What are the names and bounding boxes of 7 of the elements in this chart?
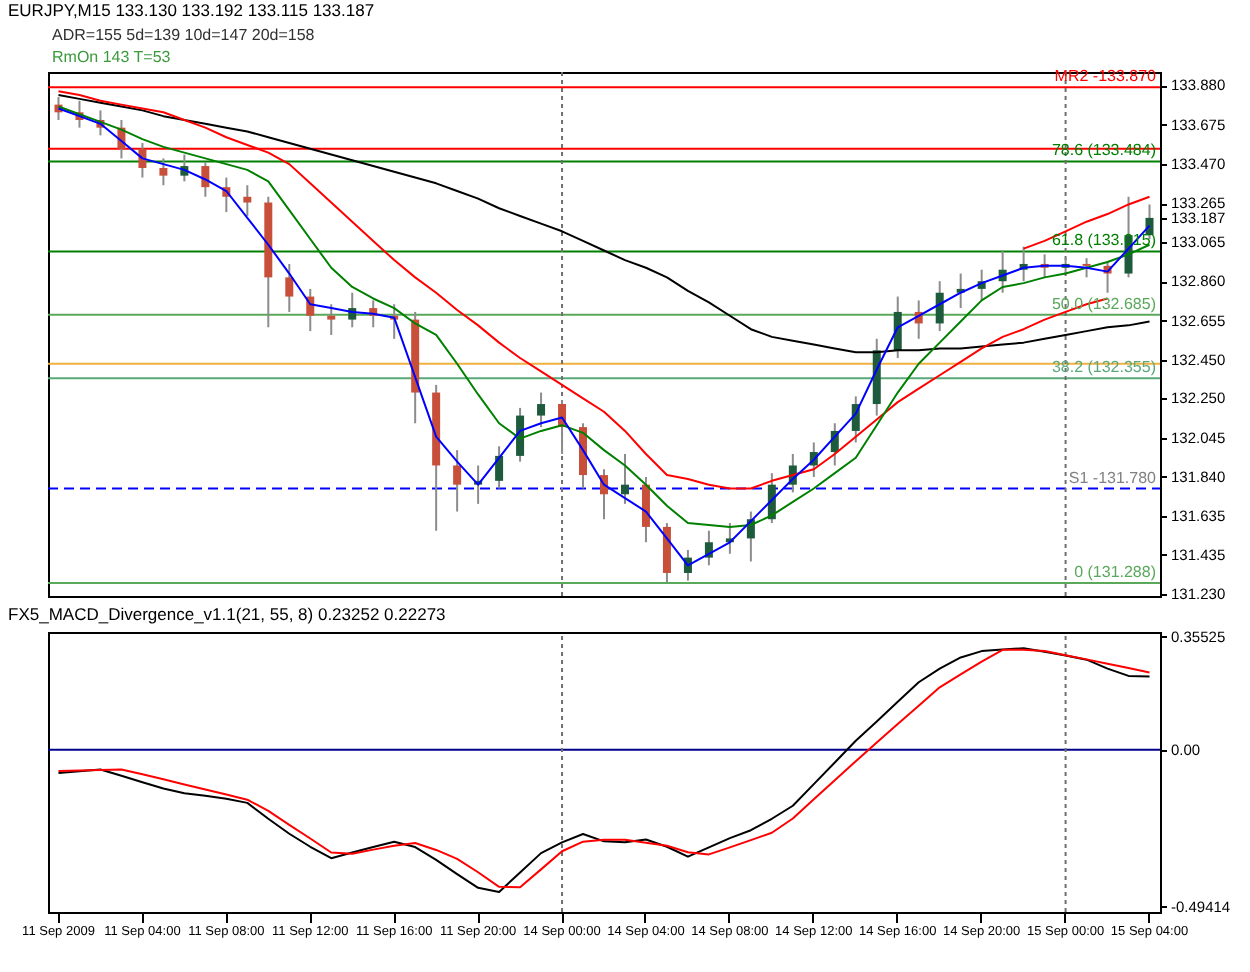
chart-title: EURJPY,M15 133.130 133.192 133.115 133.187 — [8, 0, 375, 20]
text: RmOn 143 T=53 — [52, 48, 172, 66]
ref-line-label: S1 -131.780 — [1068, 468, 1158, 487]
chart-title: FX5_MACD_Divergence_v1.1(21, 55, 8) 0.23252 0.22273 — [8, 604, 447, 624]
ref-line-label: 50.0 (132.685) — [1051, 294, 1157, 313]
text: ADR=155 5d=139 10d=147 20d=158 — [52, 26, 316, 44]
ref-line-label: 0 (131.288) — [1074, 562, 1157, 581]
